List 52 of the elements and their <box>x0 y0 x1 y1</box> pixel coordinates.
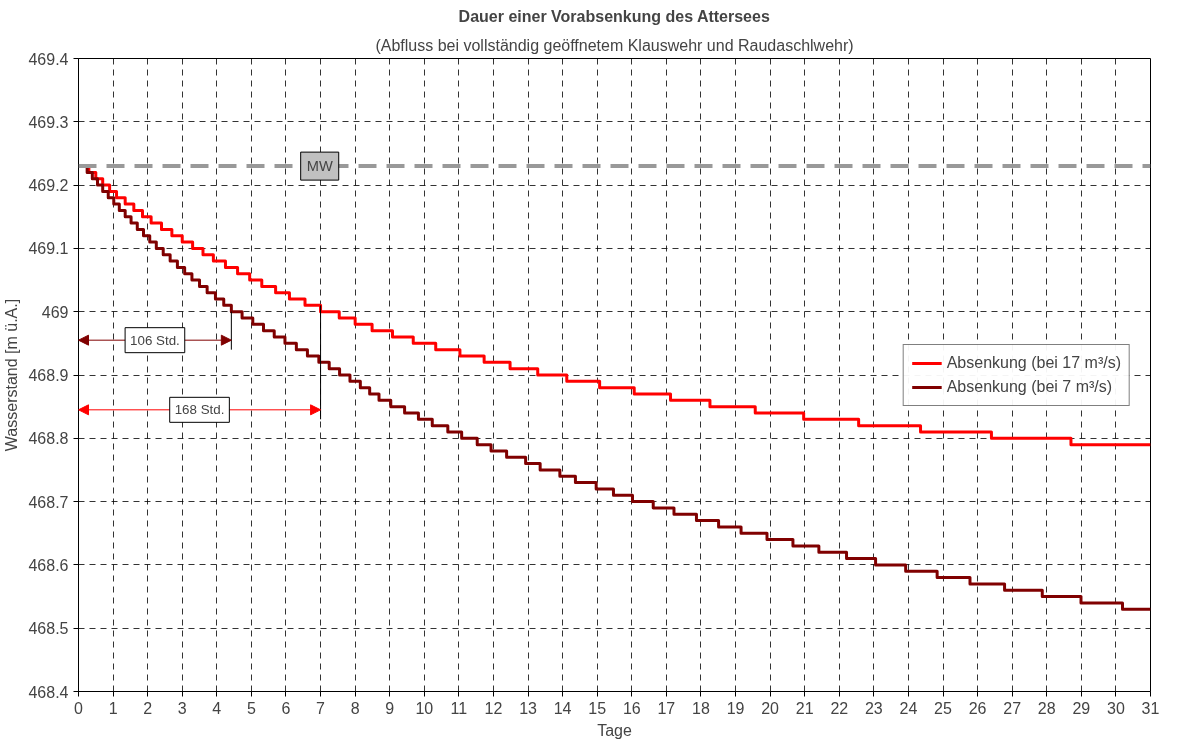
y-tick-label: 468.8 <box>28 430 69 448</box>
x-tick-label: 12 <box>484 699 503 717</box>
chart-title: Dauer einer Vorabsenkung des Attersees <box>458 7 770 25</box>
x-tick-label: 13 <box>519 699 538 717</box>
x-tick-label: 29 <box>1072 699 1091 717</box>
x-tick-label: 4 <box>212 699 222 717</box>
legend-label: Absenkung (bei 17 m³/s) <box>946 353 1121 372</box>
y-tick-label: 469.2 <box>28 177 69 195</box>
y-tick-label: 468.9 <box>28 367 69 384</box>
y-tick-label: 469 <box>41 303 69 321</box>
y-tick-label: 468.4 <box>28 683 69 701</box>
y-tick-label: 468.7 <box>28 493 69 511</box>
legend-label: Absenkung (bei 7 m³/s) <box>946 377 1113 396</box>
x-tick-label: 18 <box>692 699 710 717</box>
x-tick-label: 21 <box>795 699 814 717</box>
annotation: 106 Std. <box>130 332 180 348</box>
x-tick-label: 17 <box>657 699 676 717</box>
ref-line-label: MW <box>306 158 333 175</box>
annotation: 168 Std. <box>174 402 225 418</box>
x-tick-label: 19 <box>726 699 745 717</box>
x-tick-label: 27 <box>1003 699 1022 717</box>
x-tick-label: 31 <box>1141 699 1160 717</box>
x-tick-label: 15 <box>588 699 607 717</box>
x-tick-label: 8 <box>350 699 360 717</box>
x-tick-label: 20 <box>761 699 780 717</box>
x-tick-label: 5 <box>246 699 256 717</box>
x-tick-label: 1 <box>108 699 118 717</box>
y-tick-label: 469.3 <box>28 113 69 131</box>
x-tick-label: 14 <box>553 699 572 717</box>
x-tick-label: 28 <box>1037 699 1056 717</box>
x-tick-label: 11 <box>450 699 468 717</box>
y-tick-label: 469.4 <box>28 50 69 68</box>
y-tick-label: 469.1 <box>28 240 69 258</box>
y-axis-title: Wasserstand [m ü.A.] <box>3 298 21 452</box>
x-tick-label: 7 <box>316 699 326 717</box>
x-tick-label: 2 <box>143 699 153 717</box>
x-tick-label: 22 <box>830 699 849 717</box>
x-tick-label: 30 <box>1107 699 1125 717</box>
x-tick-label: 9 <box>385 699 395 717</box>
x-tick-label: 24 <box>899 699 918 717</box>
y-tick-label: 468.5 <box>28 620 69 638</box>
x-tick-label: 25 <box>934 699 953 717</box>
y-tick-label: 468.6 <box>28 556 69 574</box>
x-tick-label: 23 <box>864 699 883 717</box>
x-tick-label: 10 <box>415 699 434 717</box>
chart-subtitle: (Abfluss bei vollständig geöffnetem Klauswehr und Raudaschlwehr) <box>375 36 854 54</box>
x-tick-label: 26 <box>968 699 987 717</box>
x-axis-title: Tage <box>597 721 632 739</box>
x-tick-label: 6 <box>281 699 291 717</box>
x-tick-label: 16 <box>622 699 641 717</box>
x-tick-label: 0 <box>74 699 84 717</box>
x-tick-label: 3 <box>177 699 187 717</box>
